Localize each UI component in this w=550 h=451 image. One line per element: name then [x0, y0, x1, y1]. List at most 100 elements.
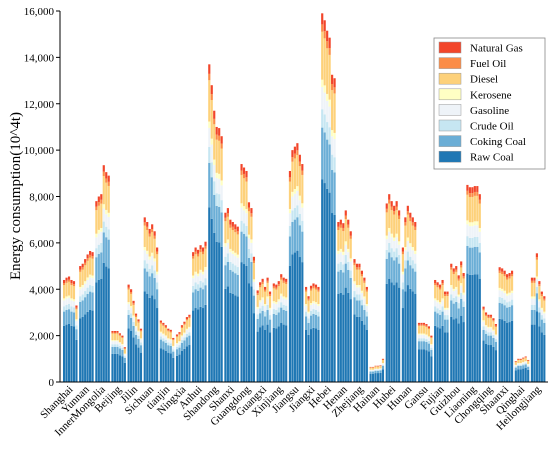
bar-segment	[305, 316, 308, 330]
bar-segment	[245, 265, 248, 382]
bar-segment	[250, 286, 253, 382]
bar-segment	[353, 281, 356, 284]
bar-segment	[323, 20, 326, 32]
bar-segment	[95, 210, 98, 234]
bar-segment	[224, 221, 227, 244]
bar-segment	[130, 289, 133, 293]
bar-segment	[259, 308, 262, 314]
bar-segment	[280, 277, 283, 280]
bar-segment	[455, 266, 458, 270]
bar-segment	[65, 304, 68, 311]
bar-segment	[272, 303, 275, 310]
bar-segment	[314, 287, 318, 290]
bar-segment	[167, 338, 170, 340]
bar-segment	[538, 326, 541, 382]
bar-segment	[63, 279, 66, 284]
bar-segment	[151, 229, 154, 233]
bar-segment	[231, 254, 234, 264]
bar-segment	[231, 263, 234, 272]
legend-swatch	[438, 41, 462, 54]
bar-segment	[72, 307, 76, 313]
bar-segment	[194, 282, 197, 290]
bar-segment	[236, 231, 239, 235]
bar-segment	[175, 349, 179, 356]
bar-segment	[462, 322, 465, 382]
bar-segment	[180, 350, 184, 382]
bar-segment	[86, 279, 89, 288]
bar-segment	[439, 309, 442, 315]
bar-segment	[188, 318, 191, 327]
bar-segment	[162, 333, 165, 335]
bar-segment	[194, 271, 197, 275]
bar-segment	[95, 257, 98, 283]
bar-segment	[476, 191, 479, 196]
bar-segment	[379, 372, 382, 382]
bar-segment	[498, 272, 501, 288]
bar-segment	[132, 315, 135, 318]
bar-segment	[268, 319, 272, 333]
bar-segment	[107, 212, 110, 217]
bar-segment	[462, 276, 465, 279]
bar-segment	[404, 247, 407, 251]
bar-segment	[132, 300, 135, 304]
bar-segment	[494, 350, 498, 382]
bar-segment	[365, 289, 368, 292]
bar-segment	[398, 255, 401, 264]
bar-segment	[533, 296, 536, 299]
bar-segment	[226, 286, 229, 382]
bar-segment	[121, 343, 124, 345]
bar-segment	[201, 251, 205, 255]
bar-segment	[107, 239, 110, 269]
bar-segment	[323, 183, 326, 382]
bar-segment	[519, 364, 522, 366]
bar-segment	[164, 328, 167, 336]
bar-segment	[185, 337, 188, 347]
bar-segment	[130, 330, 133, 382]
bar-segment	[95, 233, 98, 238]
bar-segment	[210, 162, 213, 178]
bar-segment	[401, 247, 404, 252]
bar-group-hebei	[321, 13, 336, 382]
bar-segment	[376, 366, 380, 369]
bar-segment	[180, 342, 184, 351]
bar-segment	[204, 278, 207, 286]
bar-segment	[347, 224, 350, 228]
bar-group-xinjiang	[272, 274, 288, 382]
bar-segment	[67, 279, 71, 282]
bar-segment	[89, 250, 92, 255]
bar-segment	[121, 347, 124, 350]
bar-segment	[307, 311, 310, 314]
bar-segment	[213, 232, 216, 382]
bar-segment	[395, 201, 398, 207]
y-tick-label: 12,000	[24, 99, 55, 111]
bar-segment	[427, 329, 430, 337]
bar-segment	[430, 350, 433, 357]
bar-segment	[436, 308, 439, 314]
y-tick-label: 2,000	[29, 331, 54, 343]
bar-segment	[538, 307, 541, 313]
bar-segment	[277, 301, 280, 308]
bar-segment	[201, 254, 205, 272]
bar-segment	[543, 298, 546, 301]
bar-segment	[510, 276, 514, 291]
bar-segment	[153, 231, 156, 236]
bar-segment	[275, 314, 278, 329]
bar-segment	[240, 231, 243, 263]
bar-segment	[425, 342, 428, 351]
bar-segment	[349, 299, 352, 382]
bar-segment	[355, 300, 359, 317]
bar-segment	[434, 283, 437, 286]
bar-segment	[123, 347, 126, 349]
bar-segment	[514, 361, 517, 362]
bar-segment	[159, 339, 162, 349]
bar-segment	[192, 258, 195, 276]
bar-segment	[395, 210, 398, 234]
bar-segment	[100, 252, 103, 279]
bar-segment	[328, 192, 331, 382]
bar-segment	[492, 346, 495, 382]
bar-segment	[180, 335, 184, 337]
bar-segment	[116, 333, 119, 341]
bar-segment	[411, 268, 414, 292]
bar-segment	[116, 353, 119, 382]
bar-segment	[264, 304, 267, 306]
